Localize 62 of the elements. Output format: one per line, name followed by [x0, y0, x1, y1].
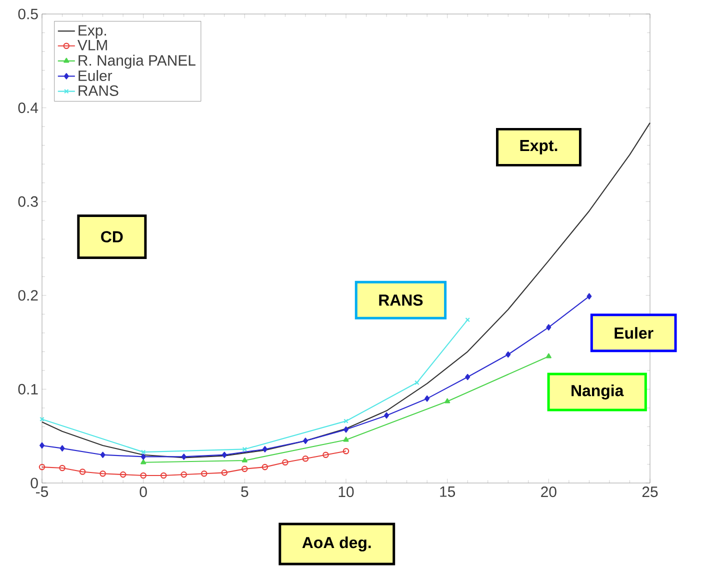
point [79, 468, 86, 475]
legend-label: R. Nangia PANEL [78, 54, 196, 69]
annotation: Expt. [520, 140, 558, 154]
point [180, 471, 188, 478]
point [344, 418, 348, 424]
point [222, 452, 227, 458]
point [40, 442, 44, 449]
y-tick-label: 0.2 [18, 290, 38, 301]
point [242, 446, 248, 452]
x-tick-label: 20 [541, 486, 556, 498]
point [160, 472, 167, 479]
y-tick-label: 0 [30, 478, 38, 488]
legend-label: VLM [78, 40, 107, 50]
x-tick-label: 0 [140, 486, 147, 498]
x-tick-label: -5 [36, 486, 48, 497]
point [444, 398, 450, 404]
point [262, 446, 268, 452]
point [282, 459, 288, 466]
point [242, 466, 248, 472]
point [200, 470, 208, 477]
annotation: Nangia [572, 384, 624, 400]
point [60, 445, 65, 452]
x-axis-title: AoA deg. [302, 536, 371, 552]
annotation: Euler [614, 327, 654, 339]
point [322, 452, 329, 458]
point [384, 412, 390, 419]
point [140, 454, 146, 460]
point [586, 293, 592, 300]
point [262, 464, 268, 470]
point [100, 470, 106, 477]
x-tick-label: 25 [642, 486, 658, 498]
point [465, 374, 470, 380]
y-tick-label: 0.4 [18, 102, 38, 114]
point [343, 436, 349, 442]
point [140, 450, 146, 454]
point [120, 471, 126, 478]
y-tick-label: 0.3 [18, 196, 38, 207]
y-axis-title: CD [101, 231, 123, 242]
point [59, 464, 66, 472]
annotation: RANS [379, 294, 423, 306]
x-tick-label: 5 [241, 486, 248, 497]
point [506, 351, 511, 358]
y-tick-label: 0.1 [18, 384, 38, 394]
x-tick-label: 15 [440, 486, 456, 497]
point [100, 452, 106, 458]
point [424, 395, 430, 402]
legend-label: Euler [78, 70, 112, 82]
point [221, 470, 228, 476]
point [546, 324, 552, 330]
point [242, 457, 248, 462]
point [344, 426, 348, 433]
point [181, 454, 186, 460]
legend-label: Exp. [78, 25, 106, 39]
point [302, 455, 309, 462]
point [140, 472, 146, 479]
legend-label: RANS [78, 85, 118, 96]
x-tick-label: 10 [338, 486, 354, 498]
point [546, 353, 552, 358]
point [414, 380, 420, 386]
y-tick-label: 0.5 [18, 8, 38, 20]
point [302, 438, 308, 444]
point [140, 459, 146, 464]
